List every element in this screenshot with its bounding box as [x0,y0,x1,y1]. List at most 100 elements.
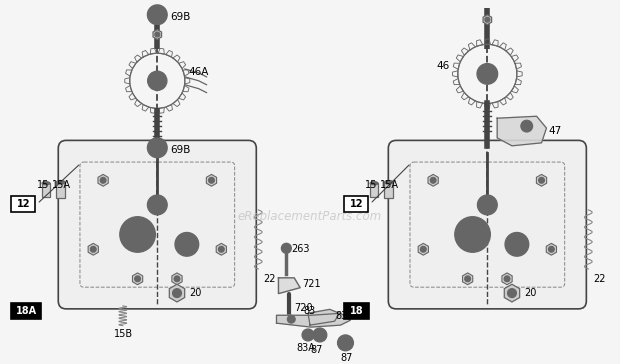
Circle shape [463,225,482,244]
Circle shape [521,120,533,132]
Circle shape [420,246,427,252]
Circle shape [549,246,554,252]
Circle shape [483,70,492,78]
Polygon shape [98,174,108,186]
Polygon shape [277,313,350,327]
Circle shape [313,328,327,342]
Bar [12,303,41,319]
Text: 47: 47 [549,126,562,136]
Text: 721: 721 [302,279,321,289]
Text: 69B: 69B [170,12,190,22]
Ellipse shape [370,182,378,185]
Text: 12: 12 [17,199,30,209]
Text: 83: 83 [303,306,316,316]
Text: 15A: 15A [52,180,71,190]
Text: 18: 18 [350,306,363,316]
Text: 22: 22 [593,274,606,284]
Circle shape [485,17,490,22]
Circle shape [504,276,510,282]
Circle shape [128,225,148,244]
Circle shape [181,238,193,250]
Bar [370,183,378,197]
Text: 20: 20 [189,288,202,298]
Circle shape [153,10,162,20]
Circle shape [135,276,141,282]
Circle shape [120,217,156,252]
Polygon shape [483,15,492,25]
Bar [345,196,368,212]
Ellipse shape [56,181,65,184]
Polygon shape [546,244,557,255]
Text: 15A: 15A [380,180,399,190]
Circle shape [148,195,167,215]
Polygon shape [172,273,182,285]
Circle shape [316,332,323,339]
Ellipse shape [42,182,50,185]
Circle shape [477,64,498,84]
Polygon shape [428,174,438,186]
Circle shape [153,77,161,85]
Circle shape [455,217,490,252]
Text: 20: 20 [524,288,536,298]
Circle shape [511,238,523,250]
Text: 263: 263 [291,244,310,254]
Bar [12,196,35,212]
Circle shape [302,329,314,341]
Polygon shape [502,273,512,285]
Circle shape [482,200,492,210]
Polygon shape [169,284,185,302]
Text: 18A: 18A [16,306,37,316]
Polygon shape [278,278,300,294]
Bar [42,183,50,197]
Text: 83: 83 [335,311,348,321]
Circle shape [153,143,162,153]
Circle shape [174,276,180,282]
Text: 69B: 69B [170,145,190,155]
Text: 15: 15 [365,180,378,190]
FancyBboxPatch shape [388,141,587,309]
Polygon shape [418,244,428,255]
Text: 12: 12 [350,199,363,209]
Text: 83A: 83A [296,343,315,353]
Polygon shape [88,244,99,255]
Bar [345,303,369,319]
Text: 15B: 15B [114,329,133,339]
Circle shape [175,233,198,256]
Circle shape [539,177,544,183]
Circle shape [464,276,471,282]
Bar [56,182,65,198]
Polygon shape [206,174,216,186]
Circle shape [218,246,224,252]
Circle shape [155,32,160,37]
FancyBboxPatch shape [58,141,256,309]
Text: 22: 22 [264,274,276,284]
Circle shape [148,138,167,158]
Text: 87: 87 [310,345,322,355]
Circle shape [287,315,295,323]
Text: 720: 720 [294,304,313,313]
Text: 46: 46 [436,61,449,71]
Polygon shape [133,273,143,285]
Polygon shape [497,116,546,146]
Circle shape [430,177,436,183]
Circle shape [505,233,529,256]
Circle shape [100,177,106,183]
Polygon shape [504,284,520,302]
Circle shape [284,246,289,251]
Circle shape [153,200,162,210]
Circle shape [337,335,353,351]
Polygon shape [463,273,473,285]
Polygon shape [536,174,547,186]
Polygon shape [216,244,226,255]
Text: 15: 15 [37,180,50,190]
Text: eReplacementParts.com: eReplacementParts.com [238,210,382,223]
Circle shape [281,244,291,253]
Circle shape [91,246,96,252]
Circle shape [305,332,311,338]
Polygon shape [308,309,340,325]
Circle shape [508,289,516,297]
Circle shape [208,177,215,183]
Circle shape [342,339,350,347]
Ellipse shape [384,181,393,184]
Bar [384,182,393,198]
